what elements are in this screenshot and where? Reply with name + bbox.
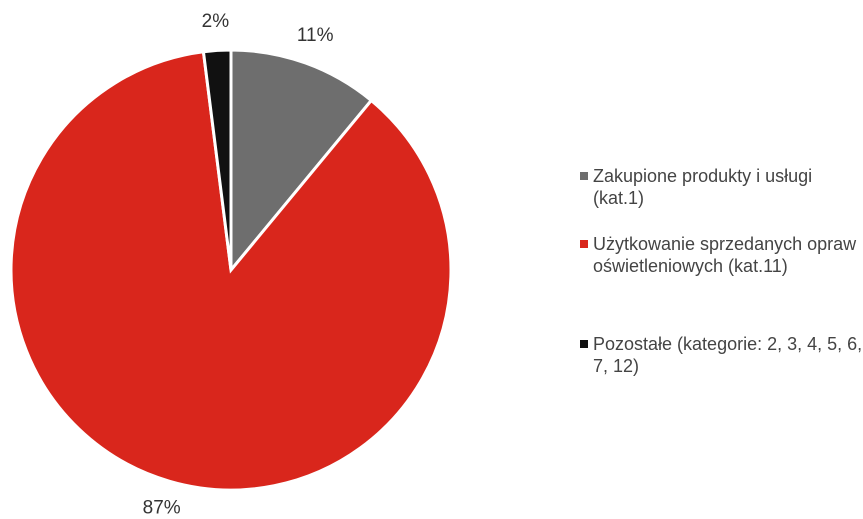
pie-slice [229,48,374,275]
legend-swatch [580,240,588,248]
legend-entry: Pozostałe (kategorie: 2, 3, 4, 5, 6, 7, … [580,333,863,377]
data-label: 11% [297,25,334,46]
pie-slice [201,48,233,271]
legend-swatch [580,340,588,348]
legend-entry: Użytkowanie sprzedanych opraw oświetleni… [580,233,863,277]
legend-label: Użytkowanie sprzedanych opraw oświetleni… [593,234,857,276]
legend-label: Pozostałe (kategorie: 2, 3, 4, 5, 6, 7, … [593,334,863,376]
pie-slice [9,50,453,492]
legend-label: Zakupione produkty i usługi (kat.1) [593,166,813,208]
legend-swatch [580,172,588,180]
data-label: 87% [143,498,181,519]
data-label: 2% [202,11,230,32]
legend-entry: Zakupione produkty i usługi (kat.1) [580,165,863,209]
